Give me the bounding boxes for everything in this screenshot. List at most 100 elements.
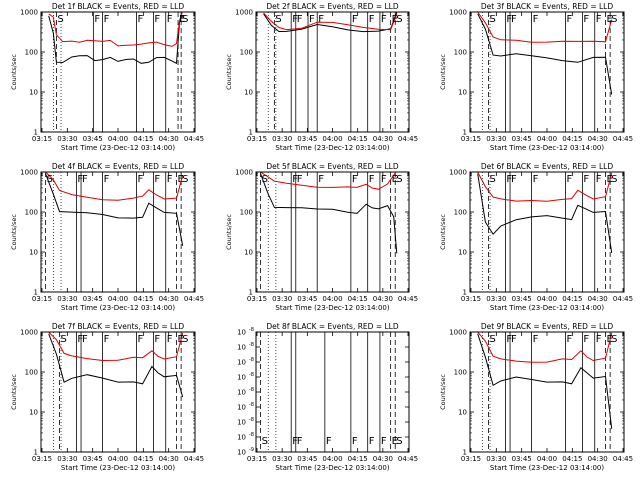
x-tick-label: 03:30: [486, 455, 506, 463]
panel-title: Det 3f BLACK = Events, RED = LLD: [481, 2, 614, 11]
marker-label: F: [506, 334, 512, 345]
marker-label: F: [82, 174, 88, 185]
x-tick-label: 03:45: [297, 295, 317, 303]
marker-label: F: [566, 174, 572, 185]
x-tick-label: 04:00: [537, 455, 557, 463]
series-line-lld: [48, 332, 184, 362]
y-tick-exponent: -8: [249, 402, 254, 408]
y-tick-exponent: -8: [249, 432, 254, 438]
y-tick-label: 1000: [449, 329, 467, 337]
y-tick-exponent: -9: [249, 447, 254, 453]
series-line-lld: [48, 12, 183, 47]
y-axis-label: Counts/sec: [225, 54, 233, 90]
marker-label: F: [77, 334, 83, 345]
marker-label: F: [583, 14, 589, 25]
marker-label: S: [275, 14, 281, 25]
y-tick-exponent: -8: [249, 342, 254, 348]
x-tick-label: 03:45: [297, 455, 317, 463]
marker-label: S: [396, 436, 402, 447]
x-tick-label: 04:30: [159, 135, 179, 143]
plot-frame: [255, 331, 410, 453]
marker-label: F: [104, 14, 110, 25]
chart-panel-3: Det 3f BLACK = Events, RED = LLD 1 10 100 10…: [439, 2, 633, 152]
marker-label: E: [392, 14, 398, 25]
y-tick-label: 100: [454, 209, 467, 217]
marker-label: F: [583, 174, 589, 185]
x-tick-label: 04:15: [348, 455, 368, 463]
marker-label: E: [607, 334, 613, 345]
x-tick-label: 03:45: [512, 135, 532, 143]
x-tick-label: 04:15: [562, 455, 582, 463]
y-axis-label: Counts/sec: [439, 54, 447, 90]
marker-label: F: [297, 14, 303, 25]
x-tick-label: 03:15: [461, 135, 481, 143]
y-axis-label: Counts/sec: [439, 214, 447, 250]
y-tick-exponent: -8: [249, 357, 254, 363]
x-tick-label: 04:00: [322, 135, 342, 143]
marker-label: S: [489, 334, 495, 345]
x-tick-label: 04:30: [159, 455, 179, 463]
marker-label: S: [262, 436, 268, 447]
marker-label: F: [352, 14, 358, 25]
x-tick-label: 04:15: [348, 295, 368, 303]
series-line-events: [263, 12, 398, 33]
marker-label: S: [611, 14, 617, 25]
x-axis-label: Start Time (23-Dec-12 03:14:00): [275, 304, 389, 312]
plot-area: [263, 12, 398, 132]
x-tick-label: 04:45: [184, 295, 204, 303]
marker-label: F: [297, 436, 303, 447]
y-axis-label: Counts/sec: [225, 214, 233, 250]
x-tick-label: 04:00: [537, 295, 557, 303]
x-tick-label: 04:00: [108, 455, 128, 463]
marker-label: F: [77, 174, 83, 185]
y-tick-label: 10: [244, 249, 253, 257]
plot-frame: [40, 11, 196, 133]
y-tick-label: 1000: [235, 169, 253, 177]
y-tick-label: 1000: [449, 169, 467, 177]
marker-label: S: [182, 334, 188, 345]
plot-area: [45, 172, 184, 292]
marker-label: F: [506, 14, 512, 25]
series-line-events: [477, 173, 613, 253]
marker-label: F: [596, 14, 602, 25]
y-tick-label: 1000: [20, 329, 38, 337]
y-axis-label: Counts/sec: [10, 214, 18, 250]
y-tick-label: 10: [237, 374, 246, 382]
x-tick-label: 03:30: [486, 135, 506, 143]
chart-panel-1: Det 1f BLACK = Events, RED = LLD 1 10 100 10…: [10, 2, 204, 152]
x-tick-label: 03:15: [32, 455, 52, 463]
x-axis-label: Start Time (23-Dec-12 03:14:00): [275, 144, 389, 152]
chart-panel-2: Det 2f BLACK = Events, RED = LLD 1 10 100 10…: [225, 2, 418, 152]
marker-label: F: [381, 436, 387, 447]
marker-label: F: [137, 334, 143, 345]
y-tick-exponent: -8: [249, 327, 254, 333]
panel-title: Det 4f BLACK = Events, RED = LLD: [52, 162, 185, 171]
marker-label: F: [137, 174, 143, 185]
plot-area: [477, 172, 613, 292]
panel-title: Det 9f BLACK = Events, RED = LLD: [481, 322, 614, 331]
x-tick-label: 04:45: [184, 135, 204, 143]
x-axis-label: Start Time (23-Dec-12 03:14:00): [61, 464, 175, 472]
series-line-events: [477, 13, 613, 95]
y-tick-label: 10: [237, 359, 246, 367]
marker-label: F: [137, 14, 143, 25]
y-tick-exponent: -8: [249, 417, 254, 423]
plot-frame: [255, 11, 410, 133]
x-tick-label: 04:45: [398, 135, 418, 143]
x-axis-label: Start Time (23-Dec-12 03:14:00): [490, 304, 604, 312]
series-line-lld: [477, 332, 613, 363]
y-tick-label: 1: [34, 129, 38, 137]
plot-frame: [40, 331, 196, 453]
marker-label: F: [566, 14, 572, 25]
x-tick-label: 03:45: [297, 135, 317, 143]
y-tick-label: 1000: [449, 9, 467, 17]
marker-label: F: [566, 334, 572, 345]
y-tick-label: 1000: [235, 9, 253, 17]
x-tick-label: 04:45: [398, 455, 418, 463]
x-tick-label: 04:30: [159, 295, 179, 303]
y-tick-label: 100: [454, 49, 467, 57]
marker-label: F: [104, 174, 110, 185]
marker-label: S: [611, 174, 617, 185]
x-tick-label: 04:30: [373, 135, 393, 143]
